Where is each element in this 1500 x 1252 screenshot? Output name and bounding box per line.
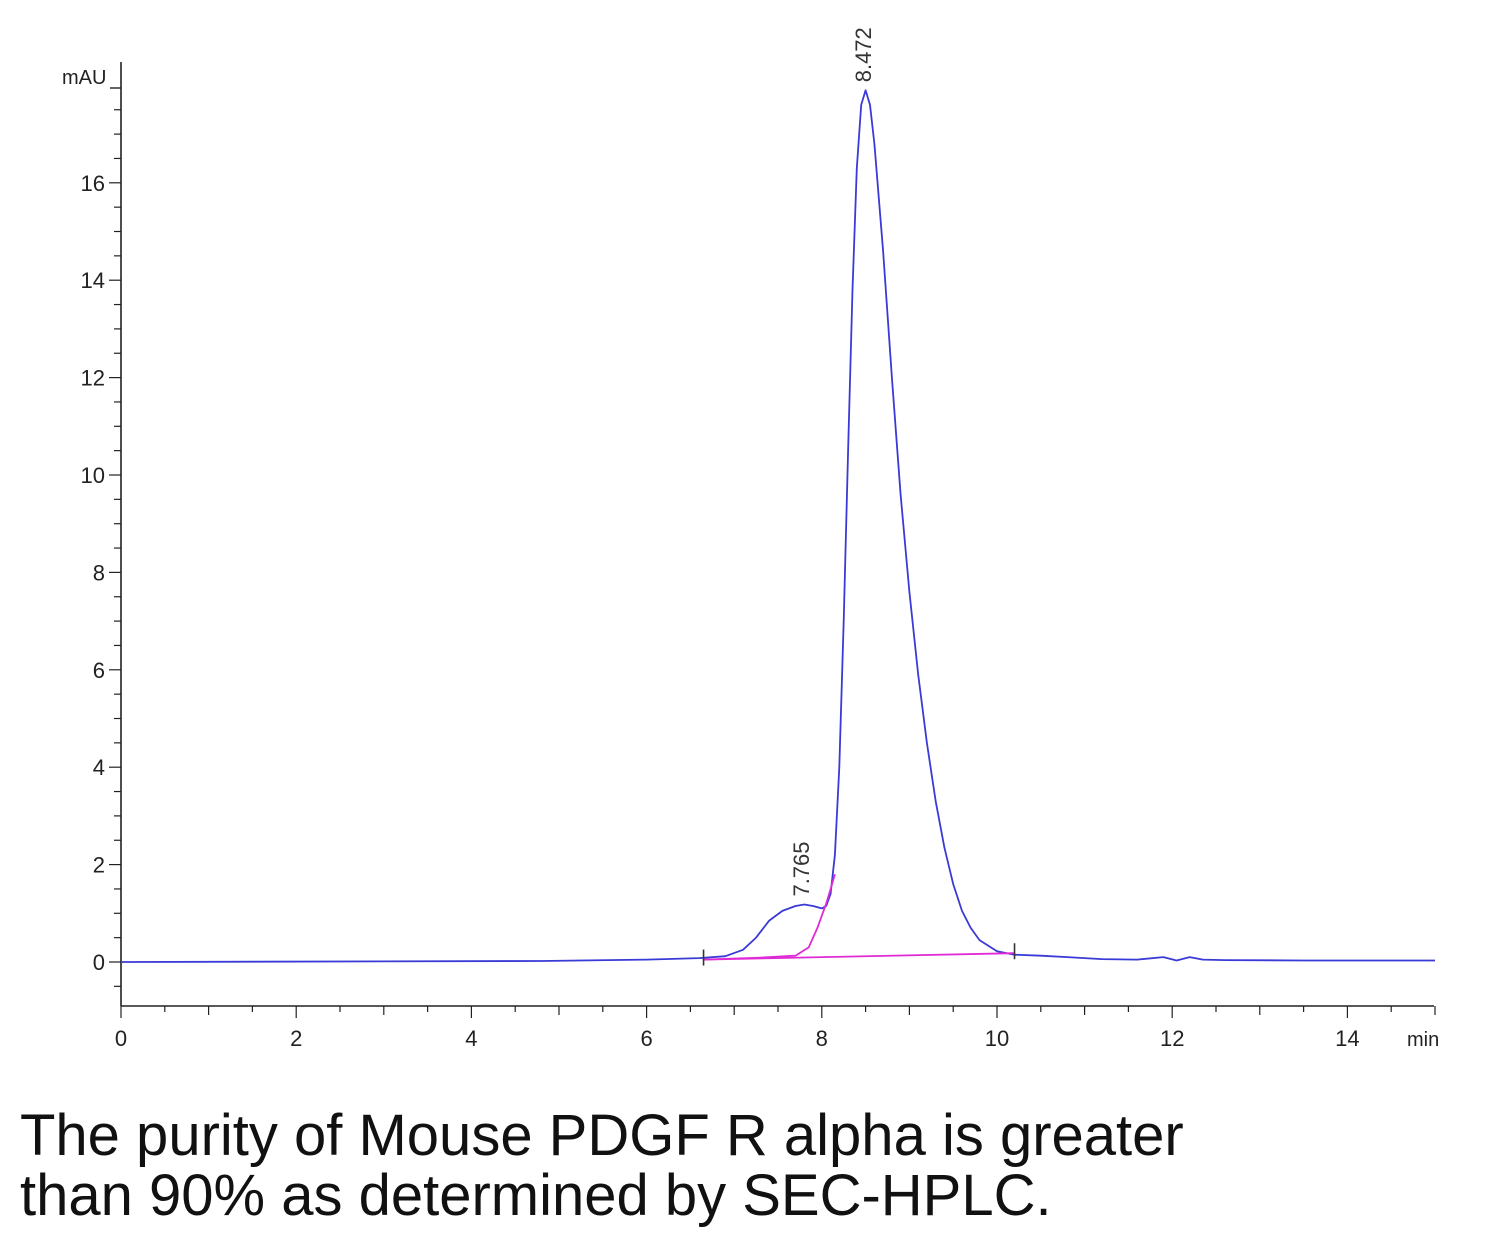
x-tick-label: 2 <box>290 1026 302 1051</box>
caption-line-2: than 90% as determined by SEC-HPLC. <box>20 1163 1052 1228</box>
y-tick-label: 4 <box>93 755 105 780</box>
y-tick-label: 10 <box>81 463 105 488</box>
series-line-3 <box>703 952 1015 961</box>
caption-line-1: The purity of Mouse PDGF R alpha is grea… <box>20 1103 1184 1168</box>
x-tick-label: 8 <box>816 1026 828 1051</box>
series-line-2 <box>703 874 836 961</box>
x-tick-label: 14 <box>1335 1026 1359 1051</box>
y-tick-label: 8 <box>93 560 105 585</box>
labels-layer: 7.765 8.472 <box>789 27 876 896</box>
x-unit-label: min <box>1407 1029 1439 1051</box>
figure-caption: The purity of Mouse PDGF R alpha is grea… <box>20 1106 1460 1226</box>
y-tick-label: 6 <box>93 658 105 683</box>
series-line-1 <box>120 89 1435 963</box>
x-tick-label: 6 <box>640 1026 652 1051</box>
y-tick-label: 14 <box>81 268 105 293</box>
x-tick-label: 0 <box>115 1026 127 1051</box>
y-tick-label: 0 <box>93 950 105 975</box>
y-tick-label: 2 <box>93 853 105 878</box>
x-tick-label: 4 <box>465 1026 477 1051</box>
y-tick-label: 12 <box>81 366 105 391</box>
series-layer <box>120 89 1435 966</box>
y-tick-label: 16 <box>81 171 105 196</box>
y-unit-label: mAU <box>62 67 106 89</box>
peak-label: 7.765 <box>789 841 814 896</box>
x-tick-label: 12 <box>1160 1026 1184 1051</box>
peak-label: 8.472 <box>851 27 876 82</box>
x-tick-label: 10 <box>985 1026 1009 1051</box>
axes: 0 2 4 6 8 10 12 14 16 0 2 4 6 8 10 12 14 <box>81 62 1436 1051</box>
